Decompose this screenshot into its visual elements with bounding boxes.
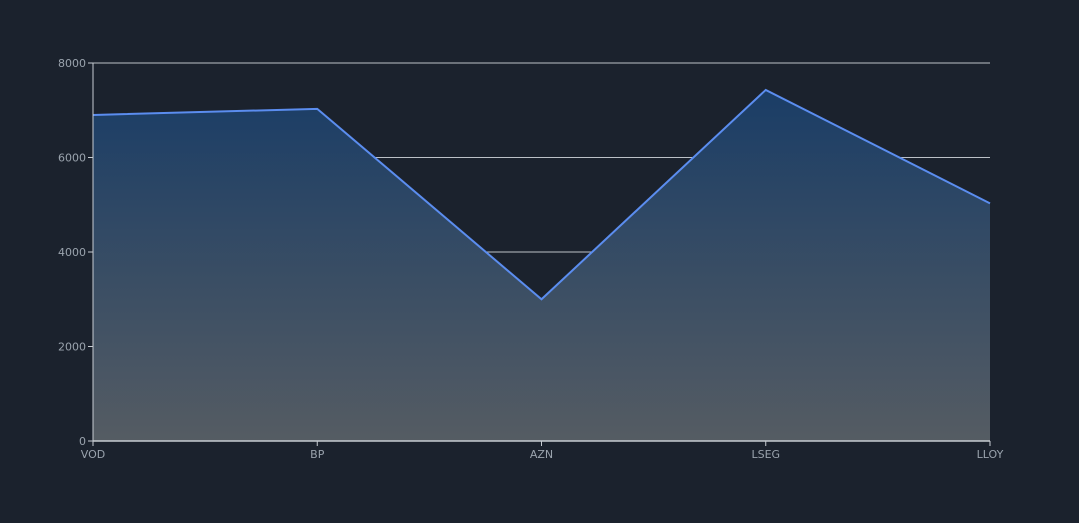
y-tick-label-8000: 8000 — [58, 57, 86, 70]
tick-labels: 0 2000 4000 6000 8000 VOD BP AZN LSEG LLOY — [58, 57, 1004, 461]
y-tick-label-6000: 6000 — [58, 152, 86, 165]
x-tick-label-AZN: AZN — [530, 448, 553, 461]
series-area-layer — [92, 88, 991, 442]
y-tick-label-2000: 2000 — [58, 341, 86, 354]
x-tick-label-VOD: VOD — [81, 448, 105, 461]
y-tick-label-4000: 4000 — [58, 246, 86, 259]
x-tick-label-LLOY: LLOY — [977, 448, 1004, 461]
y-tick-label-0: 0 — [79, 435, 86, 448]
x-tick-label-BP: BP — [310, 448, 325, 461]
x-tick-label-LSEG: LSEG — [751, 448, 780, 461]
series-area-fill — [93, 89, 990, 442]
axes — [88, 62, 991, 446]
